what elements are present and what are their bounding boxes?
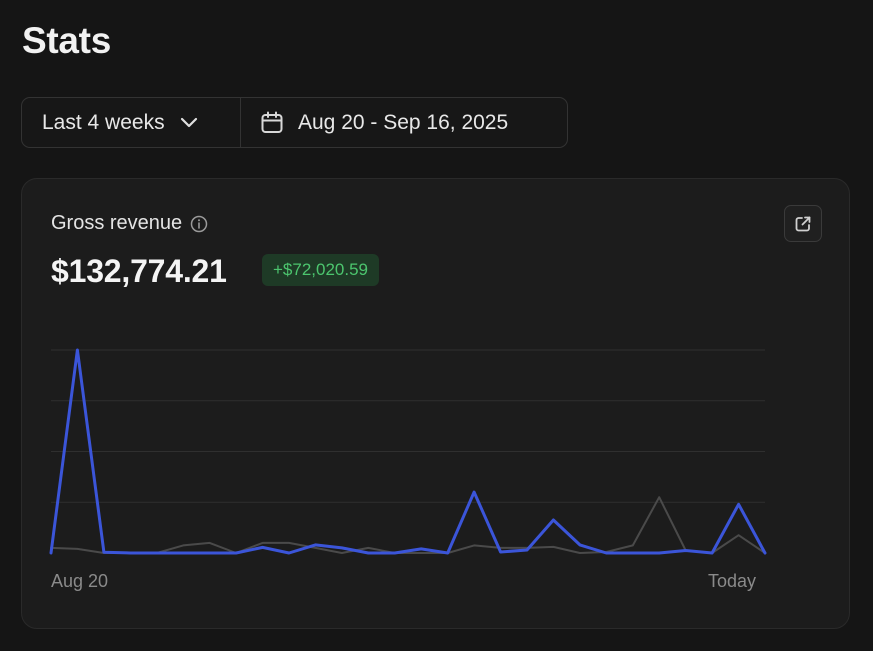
revenue-line-chart (49, 348, 767, 555)
external-link-icon (793, 214, 813, 234)
open-report-button[interactable] (784, 205, 822, 242)
delta-badge: +$72,020.59 (262, 254, 380, 286)
chevron-down-icon (180, 117, 198, 129)
series-line-current (49, 348, 767, 555)
x-axis-end-label: Today (708, 571, 757, 591)
metric-value: $132,774.21 (51, 253, 227, 289)
info-icon[interactable] (190, 215, 208, 233)
range-select[interactable]: Last 4 weeks (22, 98, 241, 147)
metric-label: Gross revenue (51, 212, 208, 235)
page-title: Stats (22, 20, 111, 61)
calendar-icon (260, 111, 284, 135)
gross-revenue-card: Gross revenue $132,774.21 +$72,020.59 (21, 178, 850, 629)
x-axis-start-label: Aug 20 (51, 571, 109, 591)
series-line-comparison (50, 496, 766, 554)
date-range-label: Aug 20 - Sep 16, 2025 (298, 110, 509, 134)
range-select-label: Last 4 weeks (42, 110, 165, 134)
date-range-picker[interactable]: Aug 20 - Sep 16, 2025 (241, 98, 567, 147)
metric-label-text: Gross revenue (51, 212, 183, 234)
filter-bar: Last 4 weeks Aug 20 - Sep 16, 2025 (21, 97, 568, 148)
